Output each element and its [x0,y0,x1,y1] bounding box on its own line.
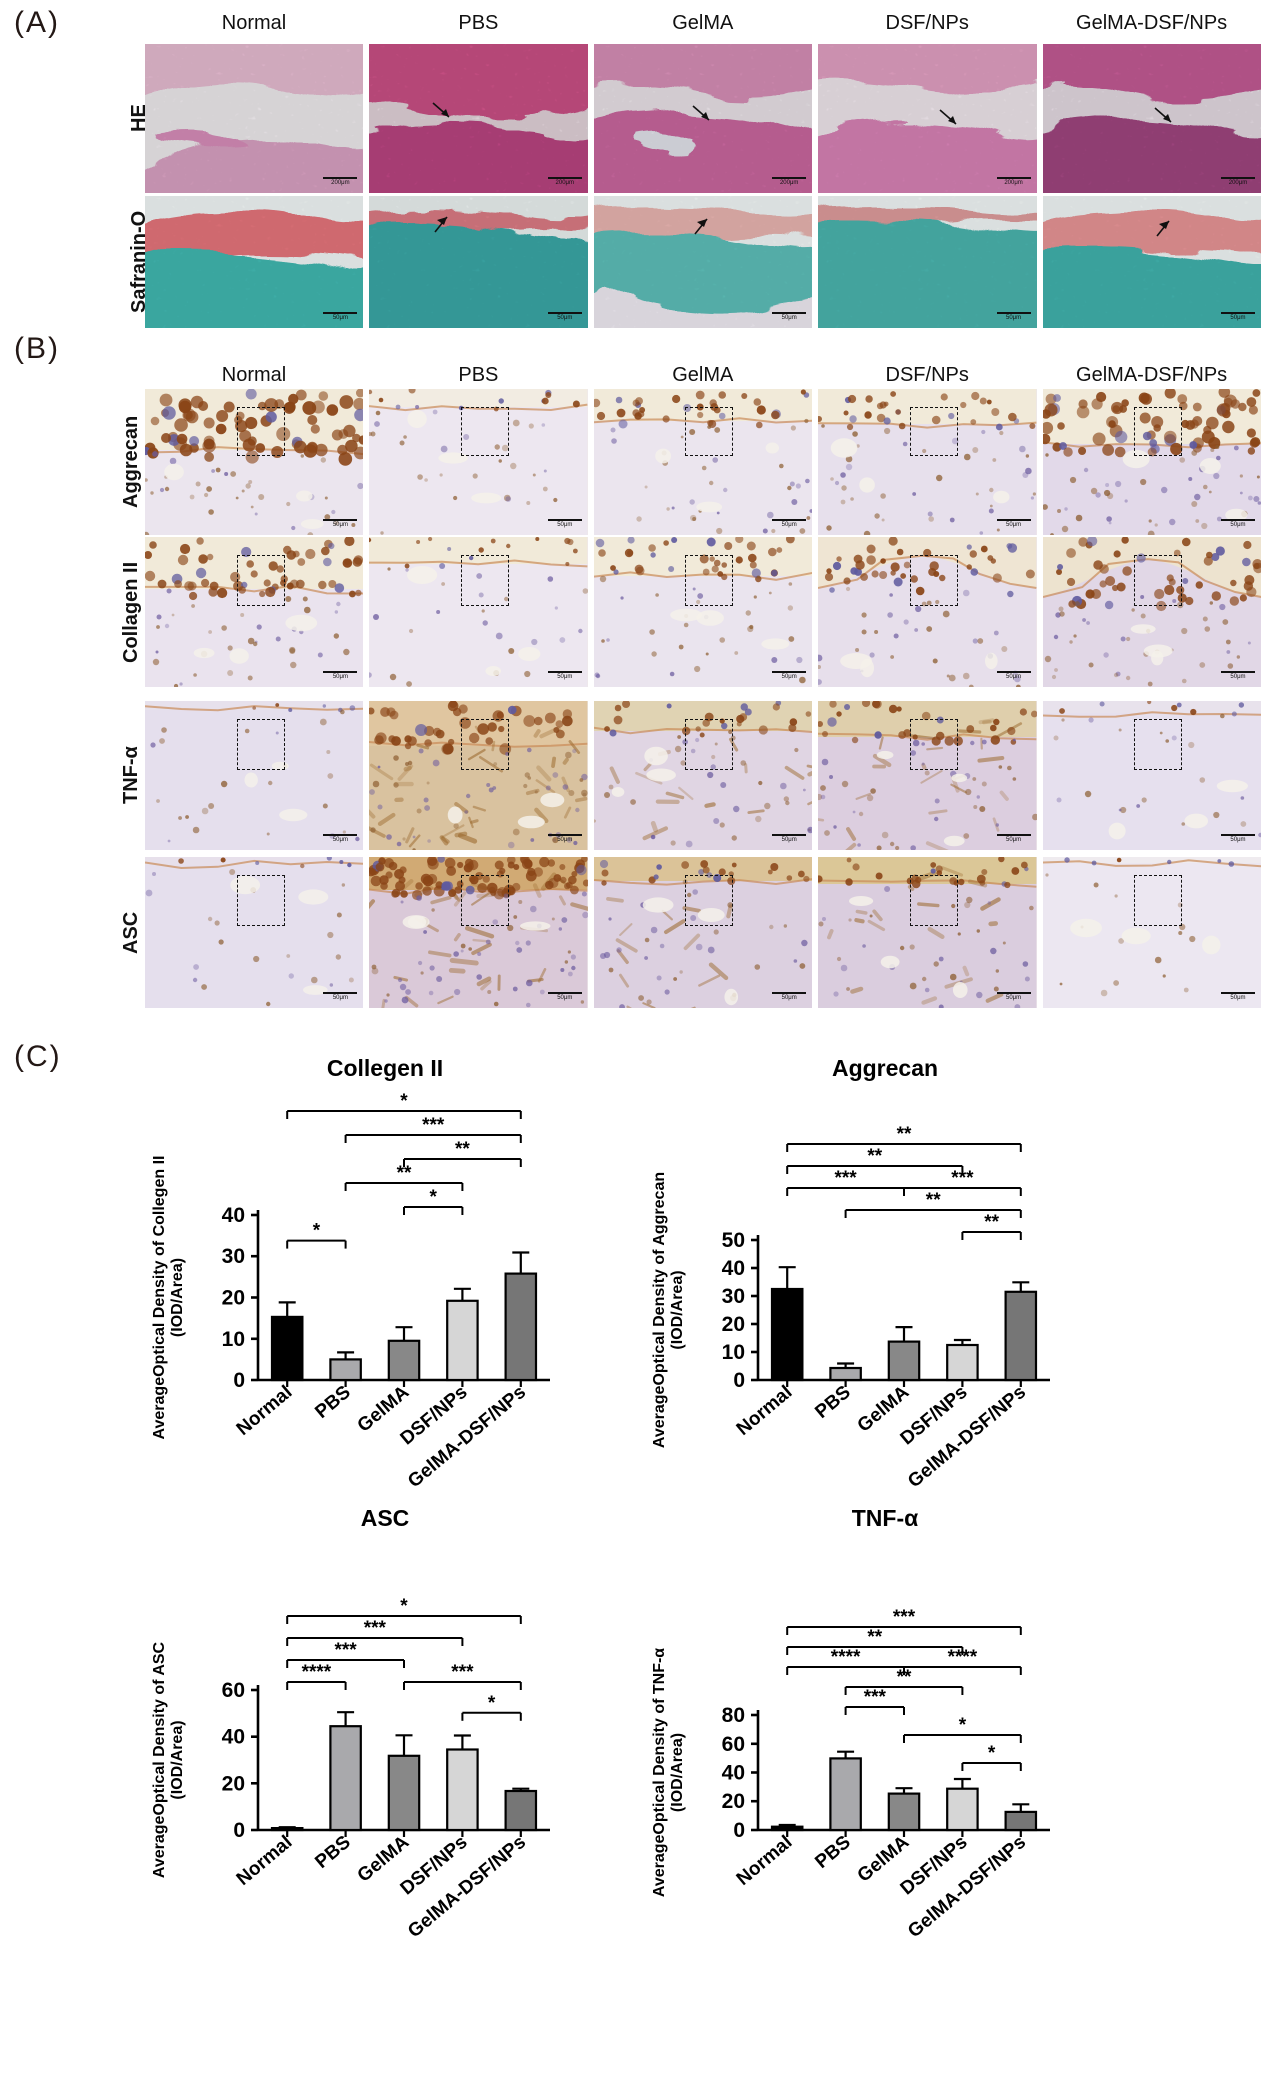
svg-text:****: **** [948,1647,978,1668]
svg-text:TNF-α: TNF-α [852,1505,919,1531]
svg-text:0: 0 [233,1369,245,1392]
svg-text:40: 40 [222,1204,245,1227]
svg-text:10: 10 [722,1341,745,1364]
svg-text:30: 30 [222,1245,245,1268]
svg-text:(IOD/Area): (IOD/Area) [669,1733,686,1812]
svg-text:(IOD/Area): (IOD/Area) [169,1720,186,1799]
svg-text:40: 40 [722,1762,745,1785]
svg-text:20: 20 [722,1790,745,1813]
svg-text:**: ** [897,1667,912,1688]
svg-text:30: 30 [722,1285,745,1308]
svg-text:***: *** [893,1607,916,1628]
svg-text:0: 0 [733,1819,745,1842]
svg-text:****: **** [831,1647,861,1668]
svg-text:****: **** [302,1662,332,1683]
svg-text:PBS: PBS [311,1832,354,1873]
svg-text:**: ** [867,1627,882,1648]
svg-text:40: 40 [722,1257,745,1280]
svg-text:20: 20 [222,1772,245,1795]
svg-text:*: * [488,1693,496,1714]
svg-text:0: 0 [733,1369,745,1392]
svg-text:**: ** [867,1146,882,1167]
svg-text:ASC: ASC [361,1505,410,1531]
svg-text:PBS: PBS [811,1832,854,1873]
svg-text:Collegen II: Collegen II [327,1055,443,1081]
svg-text:*: * [400,1091,408,1112]
svg-text:*: * [313,1221,321,1242]
svg-text:***: *** [364,1618,387,1639]
svg-text:**: ** [455,1139,470,1160]
svg-text:**: ** [984,1212,999,1233]
svg-text:Aggrecan: Aggrecan [832,1055,938,1081]
svg-text:40: 40 [222,1726,245,1749]
svg-text:***: *** [835,1168,858,1189]
svg-text:AverageOptical Density of Coll: AverageOptical Density of Collegen II [151,1156,168,1440]
svg-text:0: 0 [233,1819,245,1842]
svg-text:**: ** [397,1163,412,1184]
svg-text:10: 10 [222,1328,245,1351]
svg-text:50: 50 [722,1229,745,1252]
svg-text:***: *** [422,1115,445,1136]
svg-text:***: *** [951,1168,974,1189]
svg-text:AverageOptical Density of Aggr: AverageOptical Density of Aggrecan [651,1172,668,1448]
svg-text:*: * [429,1187,437,1208]
svg-text:80: 80 [722,1704,745,1727]
svg-text:20: 20 [722,1313,745,1336]
svg-text:**: ** [926,1190,941,1211]
svg-text:20: 20 [222,1287,245,1310]
svg-text:PBS: PBS [811,1382,854,1423]
svg-text:60: 60 [722,1733,745,1756]
svg-text:(IOD/Area): (IOD/Area) [669,1270,686,1349]
svg-text:AverageOptical Density of TNF-: AverageOptical Density of TNF-α [651,1648,668,1897]
svg-text:60: 60 [222,1679,245,1702]
svg-text:*: * [988,1743,996,1764]
svg-text:***: *** [864,1687,887,1708]
svg-text:**: ** [897,1124,912,1145]
svg-text:*: * [400,1596,408,1617]
svg-text:AverageOptical Density of ASC: AverageOptical Density of ASC [151,1641,168,1878]
svg-text:***: *** [451,1662,474,1683]
svg-text:(IOD/Area): (IOD/Area) [169,1258,186,1337]
svg-text:***: *** [335,1640,358,1661]
svg-text:PBS: PBS [311,1382,354,1423]
svg-text:*: * [959,1715,967,1736]
